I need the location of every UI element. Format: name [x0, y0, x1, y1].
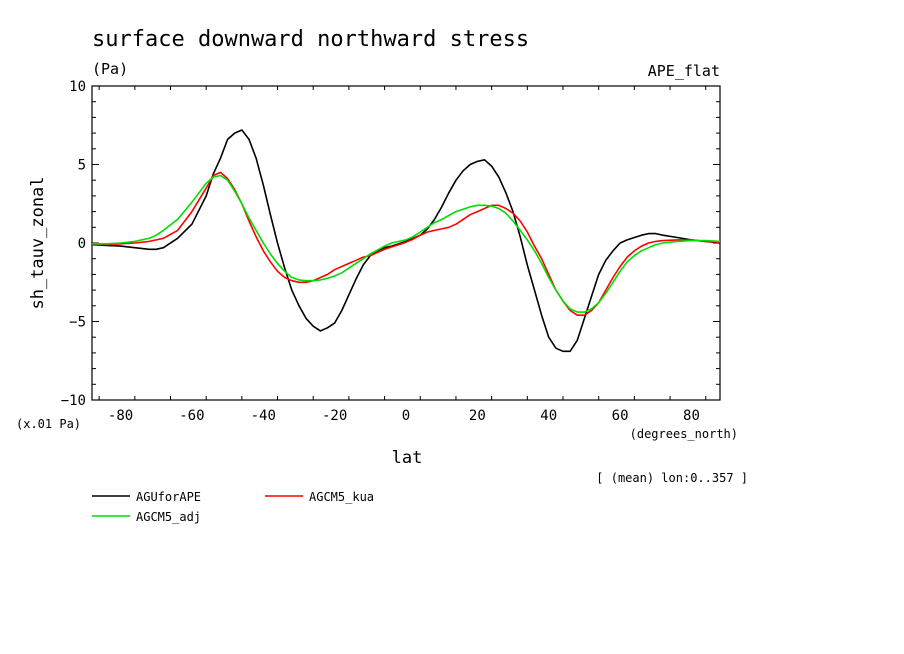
- x-tick-label: 80: [683, 408, 700, 424]
- y-axis-label: sh_tauv_zonal: [28, 176, 48, 309]
- series-layer: [91, 129, 721, 353]
- x-axis-ticks: -80 -60 -40 -20 0 20 40 60 80: [98, 86, 707, 424]
- y-tick-label: 0: [78, 236, 86, 252]
- y-tick-label: −10: [61, 393, 86, 409]
- y-axis-ticks: −10 −5 0 5 10: [61, 79, 720, 409]
- scale-note: (x.01 Pa): [16, 417, 81, 431]
- x-tick-label: -20: [322, 408, 347, 424]
- chart-units: (Pa): [92, 60, 128, 78]
- y-tick-label: −5: [69, 315, 86, 331]
- y-tick-label: 5: [78, 158, 86, 174]
- experiment-label: APE_flat: [648, 62, 720, 80]
- x-units-label: (degrees_north): [630, 427, 738, 441]
- averaging-note: [ (mean) lon:0..357 ]: [596, 471, 748, 485]
- x-tick-label: -40: [251, 408, 276, 424]
- agcm5-adj-line: [92, 174, 721, 313]
- x-tick-label: 40: [540, 408, 557, 424]
- x-tick-label: 0: [402, 408, 410, 424]
- x-tick-label: -80: [108, 408, 133, 424]
- x-tick-label: 60: [612, 408, 629, 424]
- legend-label: AGCM5_kua: [309, 490, 374, 504]
- legend: AGUforAPE AGCM5_kua AGCM5_adj: [92, 490, 374, 524]
- x-tick-label: 20: [469, 408, 486, 424]
- legend-label: AGCM5_adj: [136, 510, 201, 524]
- x-tick-label: -60: [179, 408, 204, 424]
- y-tick-label: 10: [69, 79, 86, 95]
- x-axis-label: lat: [392, 448, 423, 468]
- chart-title: surface downward northward stress: [92, 27, 529, 52]
- agcm5-kua-line: [91, 171, 721, 317]
- legend-label: AGUforAPE: [136, 490, 201, 504]
